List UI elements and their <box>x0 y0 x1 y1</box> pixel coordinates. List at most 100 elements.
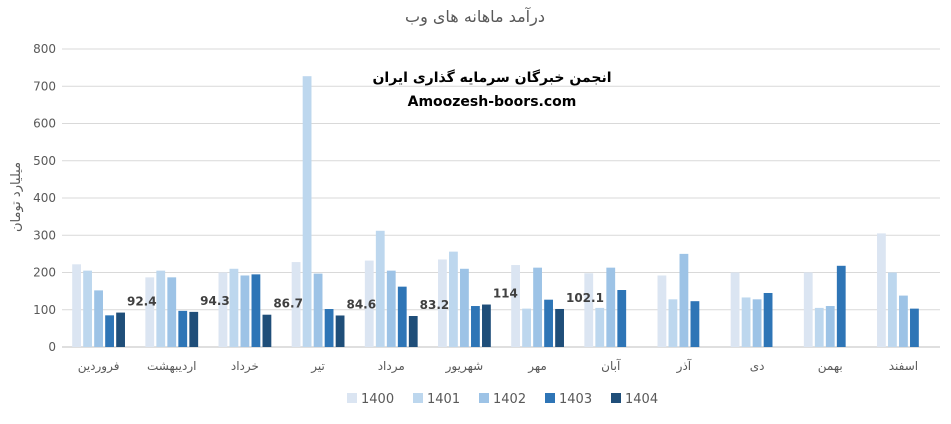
bar-1401-2 <box>156 270 166 347</box>
bar-1402-10 <box>752 299 762 347</box>
data-label: 86.7 <box>273 297 303 311</box>
bar-1403-2 <box>178 310 188 347</box>
legend-swatch <box>347 393 357 403</box>
y-tick-label: 0 <box>48 340 56 354</box>
bar-1401-10 <box>741 297 751 347</box>
y-tick-label: 700 <box>33 79 56 93</box>
bar-1403-5 <box>397 286 407 347</box>
bar-1403-9 <box>690 301 700 347</box>
bar-1404-6 <box>482 304 491 347</box>
y-tick-label: 800 <box>33 42 56 56</box>
x-tick-label: بهمن <box>818 359 843 374</box>
data-label: 84.6 <box>346 297 376 311</box>
bar-1400-8 <box>584 273 594 347</box>
bar-1402-9 <box>679 253 689 347</box>
bar-1403-7 <box>544 299 553 347</box>
bar-1400-5 <box>364 260 374 347</box>
bars <box>72 76 919 347</box>
legend-label: 1400 <box>361 392 394 407</box>
bar-1401-3 <box>229 268 239 347</box>
bar-1404-1 <box>116 312 125 347</box>
bar-1400-10 <box>730 272 740 347</box>
legend-label: 1402 <box>493 392 526 407</box>
legend-swatch <box>611 393 621 403</box>
bar-1401-9 <box>668 299 678 347</box>
bar-1403-4 <box>324 309 334 347</box>
bar-1400-6 <box>438 259 447 347</box>
bar-1400-12 <box>877 233 886 347</box>
bar-1402-3 <box>240 275 250 347</box>
legend-swatch <box>545 393 555 403</box>
bar-1403-8 <box>617 290 627 347</box>
y-tick-label: 200 <box>33 266 56 280</box>
data-label: 94.3 <box>200 294 230 308</box>
y-axis-ticks: 0 100 200 300 400 500 600 700 800 <box>33 42 56 354</box>
bar-1401-5 <box>375 230 385 347</box>
x-tick-label: اردیبهشت <box>147 359 196 374</box>
bar-1404-4 <box>335 315 345 347</box>
bar-1402-8 <box>606 267 616 347</box>
y-tick-label: 300 <box>33 228 56 242</box>
data-labels: 92.4 94.3 86.7 84.6 83.2 114 102.1 <box>127 287 604 312</box>
x-tick-label: خرداد <box>231 359 259 374</box>
gridlines <box>62 48 940 348</box>
x-tick-label: آذر <box>676 358 692 374</box>
bar-1400-11 <box>803 272 813 347</box>
legend: 1400 1401 1402 1403 1404 <box>347 392 658 407</box>
bar-1403-1 <box>105 315 114 347</box>
bar-1402-2 <box>167 277 177 347</box>
x-tick-label: دی <box>750 359 765 373</box>
x-tick-label: آبان <box>601 358 621 373</box>
bar-1400-7 <box>511 265 520 347</box>
data-label: 83.2 <box>420 298 450 312</box>
data-label: 114 <box>493 287 518 301</box>
bar-1401-11 <box>814 307 824 347</box>
bar-1403-11 <box>836 265 846 347</box>
x-tick-label: شهریور <box>445 359 484 374</box>
bar-1400-1 <box>72 264 81 347</box>
legend-label: 1404 <box>625 392 658 407</box>
bar-1403-6 <box>471 306 480 347</box>
x-tick-label: مهر <box>527 359 547 374</box>
bar-1400-4 <box>291 262 301 347</box>
x-tick-label: مرداد <box>378 359 405 374</box>
y-tick-label: 500 <box>33 154 56 168</box>
legend-swatch <box>413 393 423 403</box>
legend-swatch <box>479 393 489 403</box>
data-label: 92.4 <box>127 295 157 309</box>
x-tick-label: فروردین <box>78 359 120 374</box>
bar-1401-6 <box>449 251 458 347</box>
bar-1400-3 <box>218 272 228 347</box>
bar-1404-5 <box>408 316 418 347</box>
y-axis-label: میلیارد تومان <box>9 162 24 232</box>
legend-label: 1401 <box>427 392 460 407</box>
bar-1400-9 <box>657 275 667 347</box>
legend-label: 1403 <box>559 392 592 407</box>
bar-1403-12 <box>910 308 919 347</box>
bar-1402-5 <box>386 270 396 347</box>
bar-1402-7 <box>533 267 542 347</box>
bar-1400-2 <box>145 277 155 347</box>
bar-1401-4 <box>302 76 312 347</box>
x-tick-label: تیر <box>310 359 325 374</box>
x-tick-label: اسفند <box>889 359 918 373</box>
bar-1402-4 <box>313 273 323 347</box>
chart-title: درآمد ماهانه های وب <box>405 7 545 27</box>
bar-1404-7 <box>555 308 564 347</box>
bar-1402-11 <box>825 306 835 347</box>
bar-1403-3 <box>251 274 261 347</box>
y-tick-label: 100 <box>33 303 56 317</box>
bar-1404-2 <box>189 311 199 347</box>
bar-1402-6 <box>460 268 469 347</box>
x-axis-ticks: فروردین اردیبهشت خرداد تیر مرداد شهریور مهر آبا… <box>78 358 918 374</box>
bar-1404-3 <box>262 314 272 347</box>
data-label: 102.1 <box>566 291 604 305</box>
bar-1401-1 <box>83 270 92 347</box>
y-tick-label: 400 <box>33 191 56 205</box>
watermark-line1: انجمن خبرگان سرمایه گذاری ایران <box>372 69 611 86</box>
bar-1402-12 <box>899 295 908 347</box>
y-tick-label: 600 <box>33 117 56 131</box>
bar-1402-1 <box>94 290 103 347</box>
